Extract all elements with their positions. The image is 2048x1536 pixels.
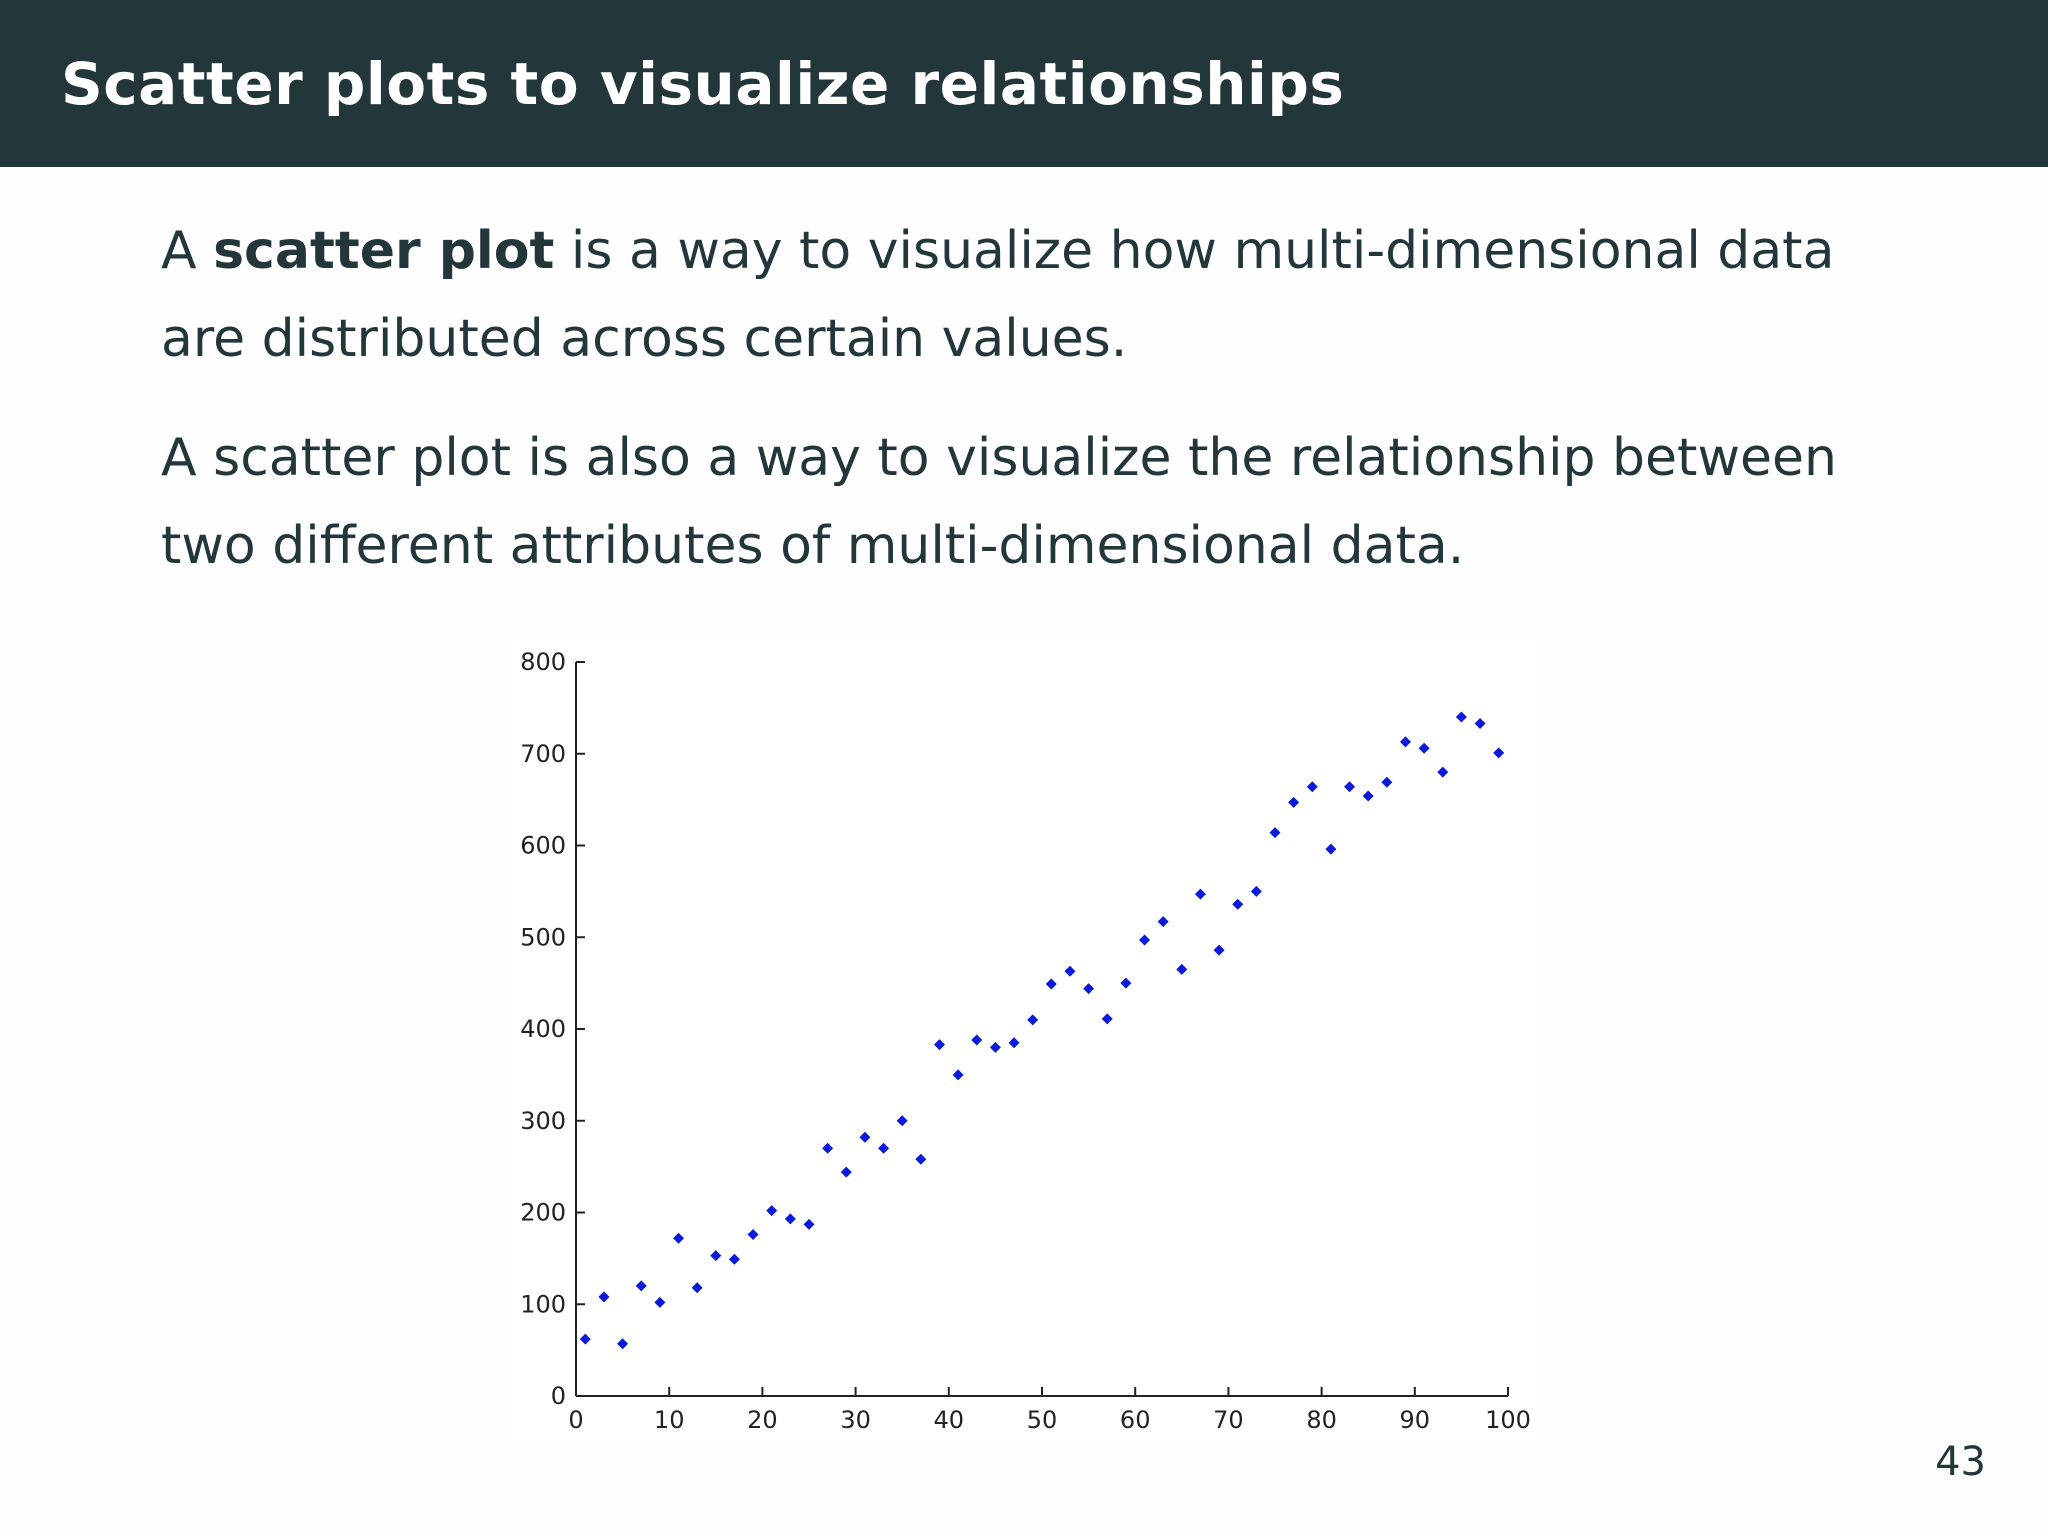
paragraph-scatter-relationship: A scatter plot is also a way to visualiz…: [161, 414, 1921, 590]
y-tick-label: 200: [520, 1199, 566, 1227]
data-point: [1101, 1013, 1113, 1025]
x-tick-label: 0: [568, 1406, 583, 1434]
data-point: [617, 1338, 629, 1350]
data-point: [1045, 978, 1057, 990]
data-point: [1269, 827, 1281, 839]
data-point: [952, 1069, 964, 1081]
axes: [575, 662, 1508, 1397]
data-point: [878, 1142, 890, 1154]
data-point: [1399, 736, 1411, 748]
data-point: [766, 1205, 778, 1217]
para2-line1: A scatter plot is also a way to visualiz…: [161, 428, 1837, 488]
data-point: [1418, 742, 1430, 754]
scatter-chart-svg: 0 100 200 300 400 500 600 700 800 0 10 20 30 40 50 60 70…: [520, 648, 1531, 1434]
data-point: [1157, 916, 1169, 928]
data-point: [1027, 1014, 1039, 1026]
data-points: [579, 711, 1505, 1350]
x-tick-label: 100: [1485, 1406, 1531, 1434]
data-point: [859, 1131, 871, 1143]
para2-line2: two different attributes of multi-dimens…: [161, 516, 1465, 576]
data-point: [747, 1229, 759, 1241]
y-tick-label: 600: [520, 832, 566, 860]
x-tick-label: 30: [840, 1406, 871, 1434]
data-point: [579, 1333, 591, 1345]
data-point: [1176, 963, 1188, 975]
x-tick-label: 20: [747, 1406, 778, 1434]
paragraph-scatter-definition: A scatter plot is a way to visualize how…: [161, 207, 1921, 383]
data-point: [1213, 944, 1225, 956]
y-tick-label: 300: [520, 1107, 566, 1135]
slide-title: Scatter plots to visualize relationships: [61, 50, 1345, 118]
data-point: [989, 1041, 1001, 1053]
data-point: [1139, 934, 1151, 946]
para1-bold-term: scatter plot: [213, 221, 555, 281]
data-point: [1008, 1037, 1020, 1049]
title-bar: Scatter plots to visualize relationships: [0, 0, 2048, 167]
x-tick-label: 90: [1400, 1406, 1431, 1434]
data-point: [896, 1115, 908, 1127]
data-point: [1250, 885, 1262, 897]
data-point: [673, 1232, 685, 1244]
y-tick-label: 700: [520, 740, 566, 768]
data-point: [1232, 898, 1244, 910]
y-tick-label: 800: [520, 648, 566, 676]
data-point: [635, 1280, 647, 1292]
scatter-chart: 0 100 200 300 400 500 600 700 800 0 10 20 30 40 50 60 70…: [510, 636, 1540, 1440]
data-point: [822, 1142, 834, 1154]
data-point: [1306, 781, 1318, 793]
data-point: [1064, 965, 1076, 977]
para1-line2: are distributed across certain values.: [161, 309, 1128, 369]
data-point: [728, 1253, 740, 1265]
x-tick-label: 80: [1306, 1406, 1337, 1434]
data-point: [654, 1296, 666, 1308]
data-point: [1344, 781, 1356, 793]
data-point: [1455, 711, 1467, 723]
data-point: [1493, 747, 1505, 759]
data-point: [1474, 717, 1486, 729]
page-number: 43: [1935, 1439, 1986, 1485]
y-tick-label: 500: [520, 923, 566, 951]
data-point: [598, 1291, 610, 1303]
y-tick-label: 0: [551, 1382, 566, 1410]
data-point: [1437, 766, 1449, 778]
data-point: [1381, 776, 1393, 788]
y-tick-label: 100: [520, 1290, 566, 1318]
data-point: [1325, 843, 1337, 855]
x-tick-label: 70: [1213, 1406, 1244, 1434]
data-point: [1362, 790, 1374, 802]
data-point: [1288, 796, 1300, 808]
x-tick-label: 60: [1120, 1406, 1151, 1434]
data-point: [1120, 977, 1132, 989]
x-tick-label: 50: [1027, 1406, 1058, 1434]
data-point: [784, 1213, 796, 1225]
para1-prefix: A: [161, 221, 214, 281]
x-tick-label: 40: [934, 1406, 965, 1434]
y-tick-label: 400: [520, 1015, 566, 1043]
data-point: [710, 1250, 722, 1262]
data-point: [915, 1153, 927, 1165]
data-point: [971, 1034, 983, 1046]
data-point: [1194, 888, 1206, 900]
data-point: [691, 1282, 703, 1294]
data-point: [1083, 983, 1095, 995]
ticks: 0 100 200 300 400 500 600 700 800 0 10 20 30 40 50 60 70…: [520, 648, 1531, 1434]
para1-line1-rest: is a way to visualize how multi-dimensio…: [554, 221, 1835, 281]
data-point: [803, 1218, 815, 1230]
x-tick-label: 10: [654, 1406, 685, 1434]
data-point: [840, 1166, 852, 1178]
data-point: [933, 1039, 945, 1051]
